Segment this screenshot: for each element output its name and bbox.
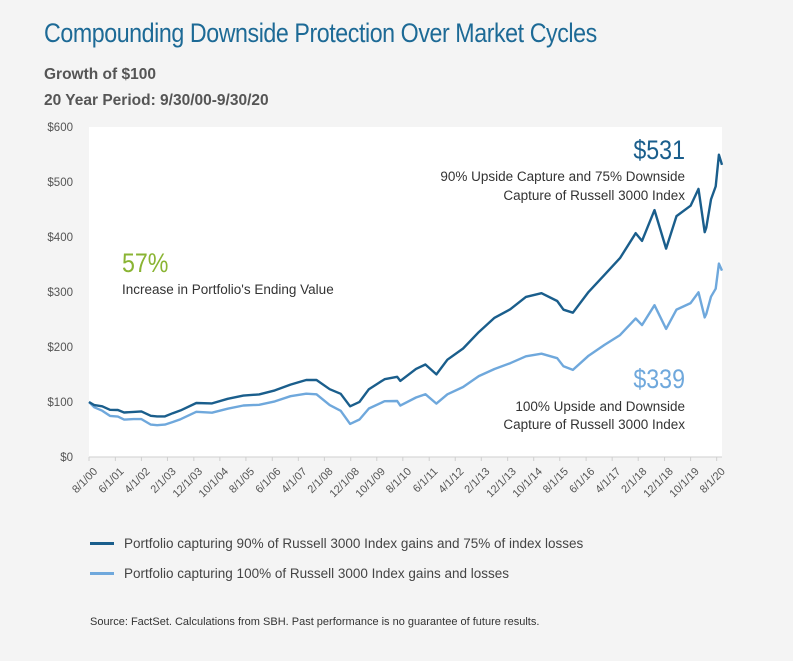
y-tick-label: $100 [47,397,73,409]
y-tick-label: $0 [60,452,73,464]
x-tick-label: 6/1/06 [253,466,283,496]
x-tick-label: 8/1/15 [541,466,571,496]
legend-item-90-75-capture: Portfolio capturing 90% of Russell 3000 … [90,533,583,553]
chart-subtitle-growth: Growth of $100 [44,66,156,83]
annotation-value-57pct: 57% [122,248,168,278]
y-axis-ticks: $0 $100 $200 $300 $400 $500 $600 [47,122,73,464]
chart-title: Compounding Downside Protection Over Mar… [44,18,597,48]
legend-label-100pct-capture: Portfolio capturing 100% of Russell 3000… [124,565,509,581]
x-tick-label: 4/1/17 [593,466,623,496]
x-tick-label: 10/1/14 [510,466,544,500]
x-tick-label: 10/1/19 [667,466,701,500]
x-tick-label: 6/1/11 [411,466,441,496]
x-tick-label: 6/1/16 [567,466,597,496]
x-tick-label: 8/1/00 [70,466,100,496]
annotation-text-531-line1: 90% Upside Capture and 75% Downside [440,169,685,184]
line-chart: $0$100$200$300$400$500$600 8/1/006/1/014… [47,122,728,500]
legend-swatch-dark-blue [90,541,114,545]
y-tick-label: $600 [47,122,73,134]
annotation-text-531-line2: Capture of Russell 3000 Index [503,188,685,203]
legend-item-100pct-capture: Portfolio capturing 100% of Russell 3000… [90,563,509,583]
series-line-100pct-capture [88,262,724,427]
annotation-text-57pct: Increase in Portfolio's Ending Value [122,282,334,297]
x-axis-ticks: 8/1/006/1/014/1/022/1/0312/1/0310/1/048/… [70,457,728,500]
x-tick-label: 8/1/20 [698,466,728,496]
x-tick-label: 4/1/07 [279,466,309,496]
x-tick-label: 6/1/01 [96,466,126,496]
annotation-value-339: $339 [633,364,685,394]
annotation-text-339-line2: Capture of Russell 3000 Index [503,417,685,432]
x-tick-label: 4/1/02 [123,466,153,496]
series-line-90-75-capture [88,153,724,418]
x-tick-label: 10/1/09 [354,466,388,500]
annotation-value-531: $531 [633,135,685,165]
x-tick-label: 4/1/12 [436,466,466,496]
source-footnote: Source: FactSet. Calculations from SBH. … [90,616,540,628]
y-tick-label: $400 [47,232,73,244]
y-tick-label: $500 [47,177,73,189]
x-tick-label: 10/1/04 [197,466,231,500]
annotation-text-339-line1: 100% Upside and Downside [515,399,685,414]
y-tick-label: $300 [47,287,73,299]
x-tick-label: 8/1/10 [384,466,414,496]
legend-label-90-75-capture: Portfolio capturing 90% of Russell 3000 … [124,535,584,551]
chart-subtitle-period: 20 Year Period: 9/30/00-9/30/20 [44,92,269,109]
y-tick-label: $200 [47,342,73,354]
x-tick-label: 8/1/05 [227,466,257,496]
legend-swatch-light-blue [90,571,114,575]
